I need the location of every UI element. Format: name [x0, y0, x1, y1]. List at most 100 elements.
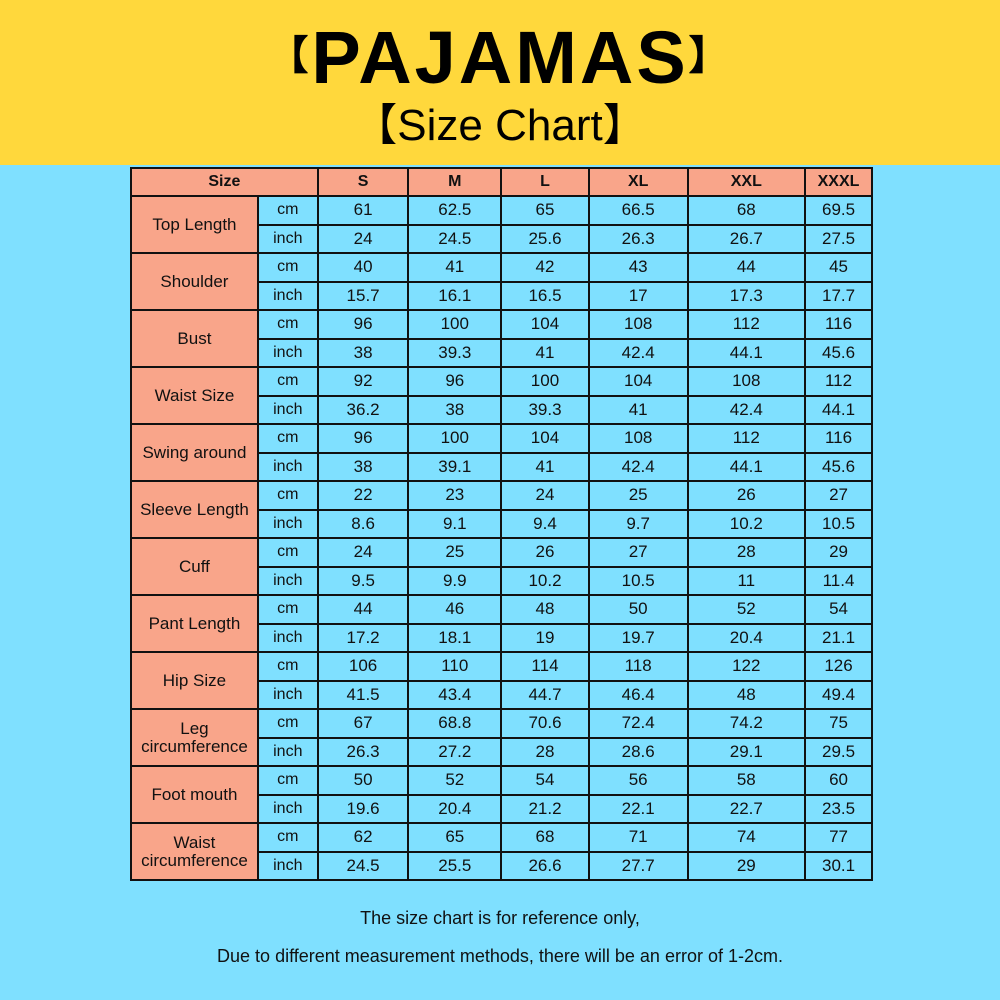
table-row: Pant Length cm 44 46 48 50 52 54	[130, 594, 873, 653]
size-value-cell: 38	[316, 337, 410, 368]
size-value-cell: 52	[407, 765, 503, 796]
unit-label: inch	[256, 508, 319, 539]
size-value-cell: 52	[686, 594, 807, 625]
size-value-cell: 29.5	[804, 736, 873, 767]
unit-label: cm	[256, 480, 319, 511]
unit-label: cm	[256, 765, 319, 796]
unit-label: cm	[256, 651, 319, 682]
size-value-cell: 50	[316, 765, 410, 796]
unit-label: cm	[256, 195, 319, 226]
title-banner	[0, 0, 1000, 165]
size-value-cell: 92	[316, 366, 410, 397]
unit-label: cm	[256, 822, 319, 853]
size-value-cell: 44.1	[686, 337, 807, 368]
size-value-cell: 42.4	[587, 451, 689, 482]
size-value-cell: 65	[407, 822, 503, 853]
size-value-cell: 122	[686, 651, 807, 682]
size-value-cell: 9.5	[316, 565, 410, 596]
size-value-cell: 68	[500, 822, 590, 853]
size-value-cell: 43.4	[407, 679, 503, 710]
size-value-cell: 75	[804, 708, 873, 739]
unit-label: inch	[256, 622, 319, 653]
size-value-cell: 17.7	[804, 280, 873, 311]
size-value-cell: 26	[686, 480, 807, 511]
header-row: Size S M L XL XXL XXXL	[130, 167, 873, 197]
size-value-cell: 9.4	[500, 508, 590, 539]
size-value-cell: 77	[804, 822, 873, 853]
measurement-label: Swing around	[130, 423, 259, 482]
size-chart-table: Size S M L XL XXL XXXL Top Length cm 61 62.5 65 66…	[130, 167, 873, 881]
size-value-cell: 38	[316, 451, 410, 482]
size-value-cell: 22.1	[587, 793, 689, 824]
unit-label: inch	[256, 736, 319, 767]
size-value-cell: 21.1	[804, 622, 873, 653]
size-value-cell: 46.4	[587, 679, 689, 710]
size-header: Size	[130, 167, 319, 197]
size-value-cell: 10.2	[686, 508, 807, 539]
size-value-cell: 11.4	[804, 565, 873, 596]
note-line-2: Due to different measurement methods, th…	[217, 946, 783, 966]
size-value-cell: 27	[804, 480, 873, 511]
size-value-cell: 19.6	[316, 793, 410, 824]
size-value-cell: 69.5	[804, 195, 873, 226]
size-value-cell: 26	[500, 537, 590, 568]
size-value-cell: 41	[407, 252, 503, 283]
size-value-cell: 41	[587, 394, 689, 425]
measurement-label: Bust	[130, 309, 259, 368]
size-value-cell: 24	[316, 537, 410, 568]
size-value-cell: 18.1	[407, 622, 503, 653]
size-value-cell: 23.5	[804, 793, 873, 824]
size-value-cell: 62	[316, 822, 410, 853]
size-value-cell: 17.2	[316, 622, 410, 653]
size-value-cell: 25.5	[407, 850, 503, 881]
size-value-cell: 44.7	[500, 679, 590, 710]
unit-label: inch	[256, 565, 319, 596]
table-row: inch 24.5 25.5 26.6 27.7 29 30.1	[131, 850, 873, 881]
size-value-cell: 26.7	[686, 223, 807, 254]
measurement-label: Foot mouth	[130, 765, 259, 824]
unit-label: inch	[256, 679, 319, 710]
unit-label: inch	[256, 793, 319, 824]
table-row: Shoulder cm 40 41 42 43 44 45	[130, 252, 873, 311]
size-value-cell: 44	[686, 252, 807, 283]
size-value-cell: 27.2	[407, 736, 503, 767]
table-row: Swing around cm 96 100 104 108 112 116	[130, 423, 873, 482]
size-value-cell: 42.4	[686, 394, 807, 425]
size-value-cell: 50	[587, 594, 689, 625]
size-value-cell: 9.1	[407, 508, 503, 539]
unit-label: inch	[256, 280, 319, 311]
size-value-cell: 96	[316, 423, 410, 454]
size-value-cell: 104	[587, 366, 689, 397]
size-value-cell: 28	[686, 537, 807, 568]
measurement-label: Shoulder	[130, 252, 259, 311]
size-value-cell: 10.2	[500, 565, 590, 596]
size-value-cell: 22.7	[686, 793, 807, 824]
size-value-cell: 96	[407, 366, 503, 397]
size-value-cell: 110	[407, 651, 503, 682]
unit-label: cm	[256, 708, 319, 739]
size-value-cell: 10.5	[587, 565, 689, 596]
title-bracket-left: 【	[268, 34, 312, 78]
size-value-cell: 17.3	[686, 280, 807, 311]
size-value-cell: 22	[316, 480, 410, 511]
size-column-header: S	[316, 167, 410, 197]
size-value-cell: 42.4	[587, 337, 689, 368]
size-value-cell: 54	[804, 594, 873, 625]
size-value-cell: 65	[500, 195, 590, 226]
page-title: 【PAJAMAS】	[0, 14, 1000, 100]
size-value-cell: 61	[316, 195, 410, 226]
unit-label: inch	[256, 223, 319, 254]
table-row: inch 19.6 20.4 21.2 22.1 22.7 23.5	[131, 793, 873, 824]
size-value-cell: 104	[500, 309, 590, 340]
size-value-cell: 44.1	[686, 451, 807, 482]
size-value-cell: 16.5	[500, 280, 590, 311]
size-value-cell: 30.1	[804, 850, 873, 881]
table-row: inch 8.6 9.1 9.4 9.7 10.2 10.5	[131, 508, 873, 539]
measurement-label: Sleeve Length	[130, 480, 259, 539]
size-value-cell: 118	[587, 651, 689, 682]
measurement-label: Leg circumference	[130, 708, 259, 767]
size-value-cell: 11	[686, 565, 807, 596]
size-value-cell: 15.7	[316, 280, 410, 311]
size-value-cell: 27.5	[804, 223, 873, 254]
unit-label: cm	[256, 252, 319, 283]
